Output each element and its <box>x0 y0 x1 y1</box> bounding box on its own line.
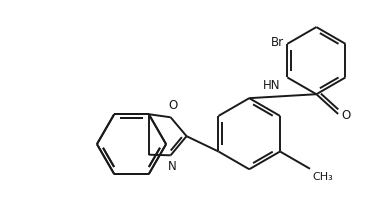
Text: HN: HN <box>263 79 281 92</box>
Text: O: O <box>168 99 177 112</box>
Text: CH₃: CH₃ <box>312 172 333 182</box>
Text: N: N <box>168 160 177 173</box>
Text: O: O <box>341 109 350 123</box>
Text: Br: Br <box>271 36 284 49</box>
